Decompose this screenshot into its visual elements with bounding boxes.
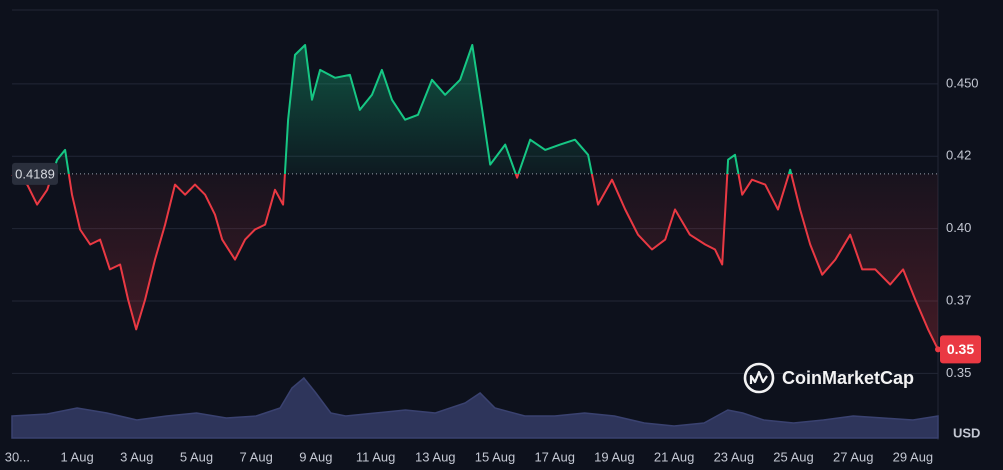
y-tick-label: 0.35	[946, 365, 971, 380]
last-price-box	[940, 335, 981, 364]
x-tick-label: 13 Aug	[415, 449, 456, 464]
x-tick-label: 23 Aug	[714, 449, 755, 464]
last-point	[935, 346, 941, 353]
currency-label: USD	[953, 425, 980, 440]
logo-mark	[749, 370, 768, 384]
x-tick-label: 3 Aug	[120, 449, 153, 464]
x-tick-label: 21 Aug	[654, 449, 695, 464]
x-tick-label: 5 Aug	[180, 449, 213, 464]
reference-box	[12, 162, 58, 185]
x-tick-label: 11 Aug	[356, 449, 396, 464]
y-tick-label: 0.42	[946, 148, 971, 163]
reference-label: 0.4189	[15, 166, 55, 181]
watermark: CoinMarketCap	[743, 362, 914, 394]
x-tick-label: 29 Aug	[893, 449, 934, 464]
y-tick-label: 0.37	[946, 292, 971, 307]
x-tick-label: 30...	[5, 449, 30, 464]
price-area	[12, 45, 938, 350]
plot	[11, 44, 941, 353]
y-tick-label: 0.450	[946, 75, 979, 90]
labels: 0.450 0.42 0.40 0.37 0.35 30... 1 Aug 3 Aug 5 Au…	[5, 75, 981, 464]
x-tick-label: 9 Aug	[299, 449, 332, 464]
x-tick-label: 25 Aug	[773, 449, 814, 464]
x-tick-label: 7 Aug	[240, 449, 273, 464]
y-tick-label: 0.40	[946, 220, 971, 235]
x-tick-label: 17 Aug	[534, 449, 575, 464]
volume-area	[11, 376, 939, 439]
x-tick-label: 19 Aug	[594, 449, 635, 464]
volume	[11, 376, 939, 439]
price-line	[11, 44, 939, 350]
x-tick-label: 15 Aug	[475, 449, 516, 464]
x-tick-label: 27 Aug	[833, 449, 874, 464]
watermark-text: CoinMarketCap	[782, 368, 914, 388]
last-price-label: 0.35	[947, 341, 974, 357]
x-tick-label: 1 Aug	[60, 449, 93, 464]
logo	[743, 362, 775, 394]
